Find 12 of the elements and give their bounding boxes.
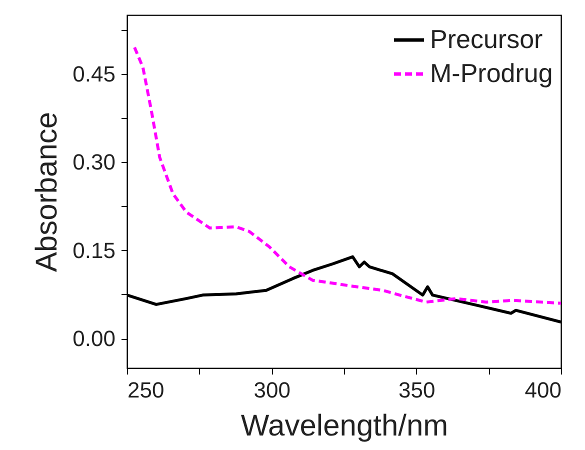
x-tick-label: 400 bbox=[524, 378, 562, 402]
x-tick-label: 300 bbox=[254, 378, 291, 402]
legend-label: Precursor bbox=[430, 24, 544, 54]
y-tick-label: 0.00 bbox=[72, 326, 116, 352]
x-axis-title: Wavelength/nm bbox=[240, 410, 448, 442]
x-tick-label: 350 bbox=[398, 378, 436, 402]
legend-label: M-Prodrug bbox=[430, 58, 553, 88]
y-tick-label: 0.15 bbox=[72, 238, 116, 263]
y-tick-label: 0.45 bbox=[72, 61, 116, 86]
y-axis-title: Absorbance bbox=[30, 112, 64, 272]
x-tick-label: 250 bbox=[128, 378, 164, 402]
y-tick-label: 0.30 bbox=[72, 150, 116, 175]
